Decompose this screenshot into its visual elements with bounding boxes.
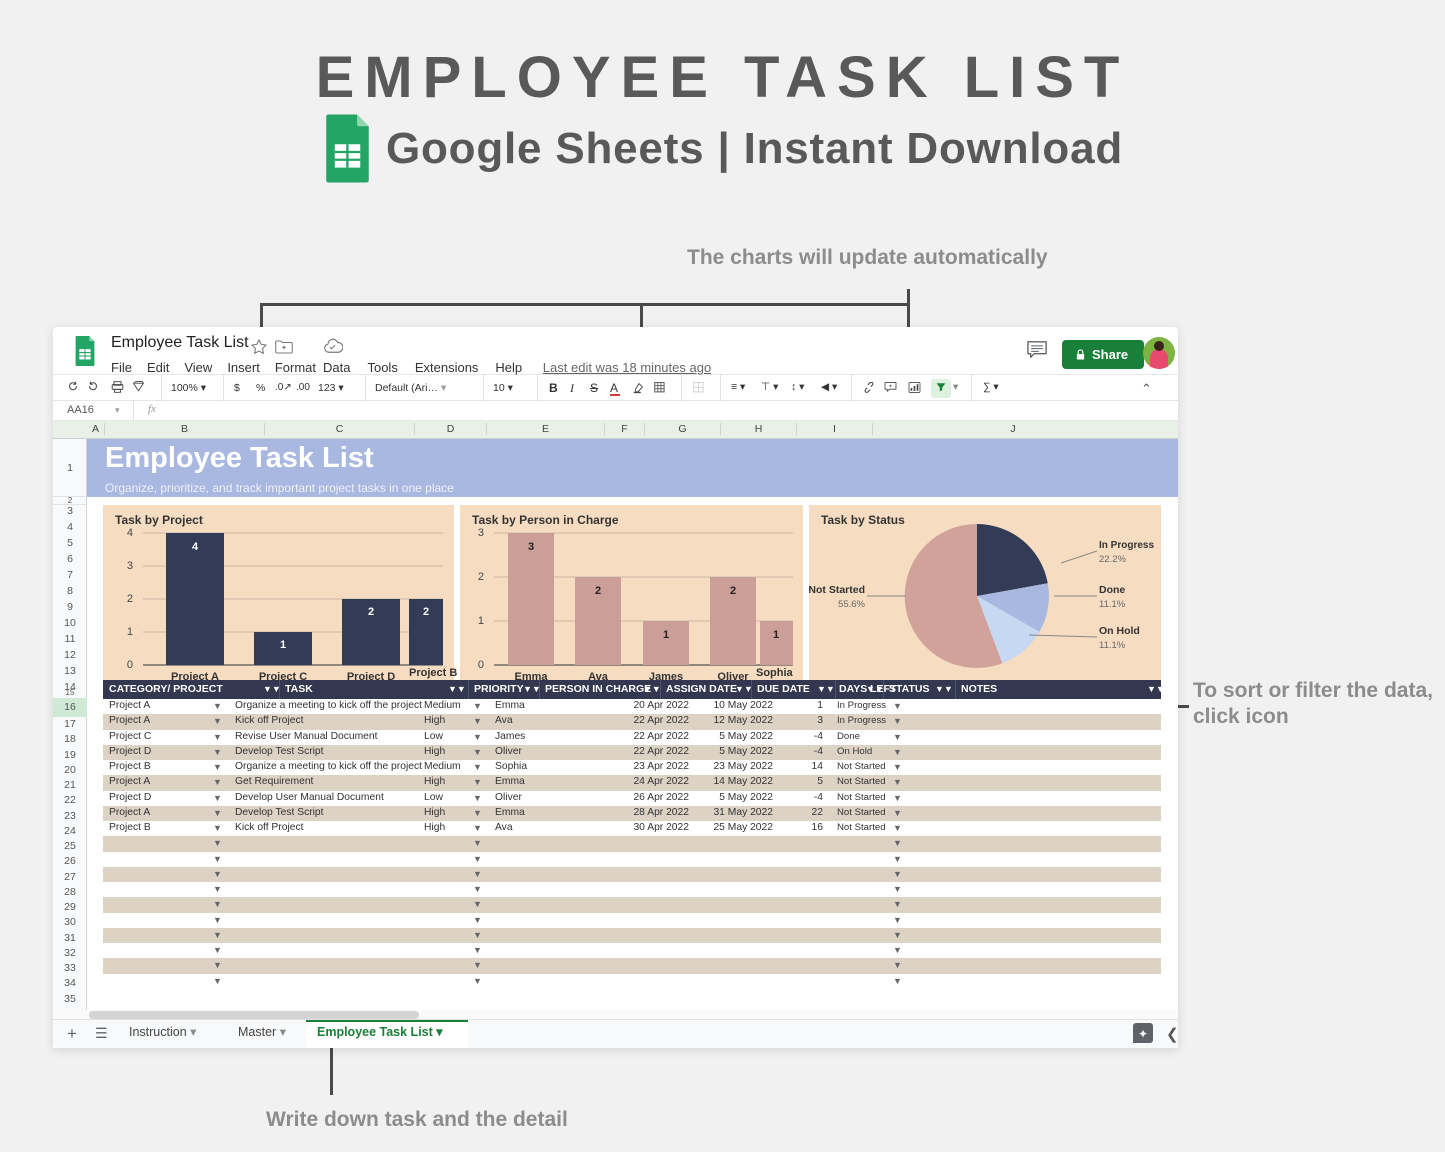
svg-text:2: 2 — [730, 585, 736, 597]
svg-text:1: 1 — [478, 615, 484, 627]
svg-text:Not Started: Not Started — [809, 584, 865, 596]
svg-text:2: 2 — [423, 606, 429, 618]
svg-text:4: 4 — [192, 541, 199, 553]
svg-text:55.6%: 55.6% — [838, 599, 865, 610]
svg-text:In Progress: In Progress — [1099, 540, 1154, 551]
svg-text:1: 1 — [280, 639, 286, 651]
svg-text:11.1%: 11.1% — [1099, 640, 1126, 651]
svg-text:Done: Done — [1099, 584, 1125, 596]
svg-text:11.1%: 11.1% — [1099, 599, 1126, 610]
svg-text:22.2%: 22.2% — [1099, 554, 1126, 565]
svg-text:2: 2 — [478, 571, 484, 583]
svg-text:1: 1 — [773, 629, 779, 641]
svg-text:2: 2 — [368, 606, 374, 618]
svg-text:On Hold: On Hold — [1099, 625, 1140, 637]
svg-text:1: 1 — [663, 629, 669, 641]
svg-text:1: 1 — [127, 626, 133, 638]
svg-text:3: 3 — [478, 527, 484, 539]
svg-text:2: 2 — [127, 593, 133, 605]
svg-text:2: 2 — [595, 585, 601, 597]
svg-text:0: 0 — [127, 659, 133, 671]
svg-text:0: 0 — [478, 659, 484, 671]
svg-text:3: 3 — [127, 560, 133, 572]
svg-text:3: 3 — [528, 541, 534, 553]
svg-text:4: 4 — [127, 527, 133, 539]
